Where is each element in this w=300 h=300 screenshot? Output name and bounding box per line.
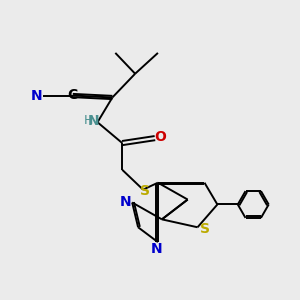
Text: N: N <box>31 88 42 103</box>
Text: C: C <box>68 88 78 102</box>
Text: N: N <box>151 242 163 256</box>
Text: N: N <box>88 114 100 128</box>
Text: N: N <box>120 195 131 208</box>
Text: H: H <box>84 114 93 127</box>
Text: O: O <box>154 130 166 144</box>
Text: S: S <box>140 184 150 198</box>
Text: S: S <box>200 222 210 236</box>
